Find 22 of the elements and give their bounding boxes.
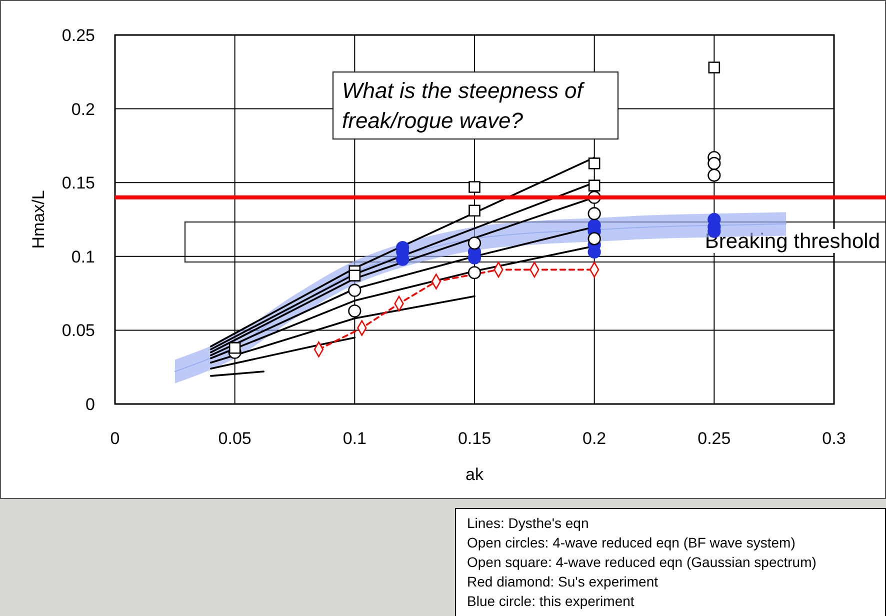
x-tick-label: 0.05	[218, 429, 252, 448]
annotation: Breaking threshold	[704, 230, 880, 253]
text: Red diamond: Su's experiment	[467, 574, 658, 590]
x-tick-label: 0.15	[458, 429, 492, 448]
text: Open circles: 4-wave reduced eqn (BF wave system)	[467, 534, 796, 550]
text: Lines: Dysthe's eqn	[467, 515, 589, 531]
x-axis-title: ak	[466, 465, 484, 484]
y-tick-label: 0.05	[62, 321, 95, 340]
y-tick-label: 0.2	[71, 100, 95, 119]
x-tick-label: 0	[110, 429, 120, 448]
y-tick-label: 0.25	[62, 26, 95, 45]
annotation: What is the steepness of freak/rogue wave?	[342, 78, 586, 133]
x-tick-label: 0.25	[698, 429, 731, 448]
y-tick-label: 0.15	[62, 174, 95, 193]
x-tick-label: 0.2	[582, 429, 606, 448]
x-tick-label: 0.1	[342, 429, 366, 448]
y-tick-label: 0.1	[71, 247, 95, 266]
text: Blue circle: this experiment	[467, 593, 634, 609]
y-tick-label: 0	[86, 395, 95, 414]
x-tick-label: 0.3	[822, 429, 846, 448]
y-axis-title: Hmax/L	[29, 190, 48, 249]
text: Open square: 4-wave reduced eqn (Gaussian spectrum)	[467, 554, 816, 570]
